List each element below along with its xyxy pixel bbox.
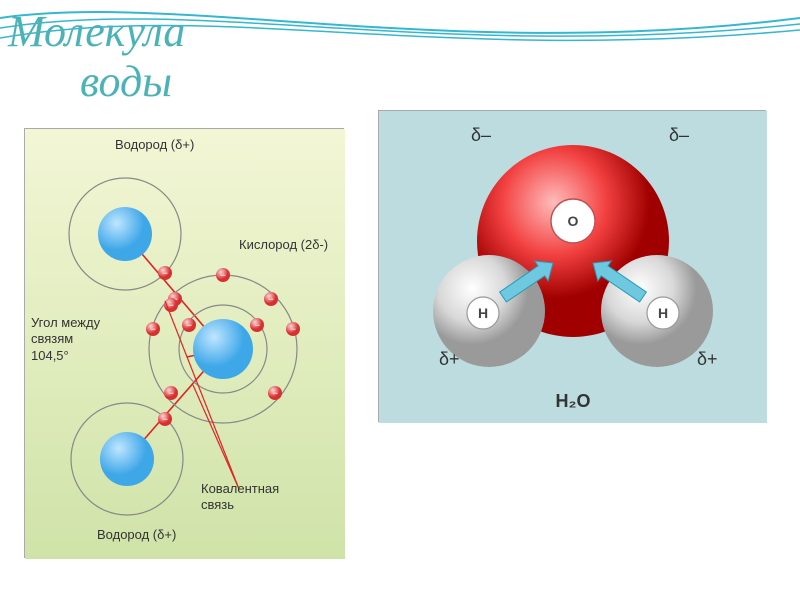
svg-text:−: − [162,269,168,280]
delta-plus-right: δ+ [697,349,718,369]
formula-label: H₂O [556,391,591,411]
svg-text:−: − [268,295,274,306]
bohr-model-panel: −−−−−−−−−−−− Водород (δ+) Кислород (2δ-)… [24,128,344,558]
h1-nucleus [98,207,152,261]
svg-text:−: − [254,321,260,332]
svg-text:−: − [168,389,174,400]
dipole-model-svg: O H H δ– δ– δ+ δ+ H₂O [379,111,767,423]
page-title-line1: Молекула [8,6,185,57]
svg-text:−: − [162,415,168,426]
delta-plus-left: δ+ [439,349,460,369]
label-oxygen: Кислород (2δ-) [239,237,328,252]
o-nucleus [193,319,253,379]
hydrogen-left-label: H [478,305,488,321]
oxygen-label: O [568,213,579,229]
dipole-model-panel: O H H δ– δ– δ+ δ+ H₂O [378,110,766,422]
delta-minus-right: δ– [669,125,689,145]
delta-minus-left: δ– [471,125,491,145]
svg-text:−: − [186,321,192,332]
label-hydrogen-bottom: Водород (δ+) [97,527,176,542]
label-angle: Угол между связям 104,5° [31,315,100,364]
svg-text:−: − [272,389,278,400]
h2-nucleus [100,432,154,486]
label-hydrogen-top: Водород (δ+) [115,137,194,152]
svg-text:−: − [150,325,156,336]
svg-text:−: − [220,271,226,282]
page-title-line2: воды [80,56,172,107]
label-covalent: Ковалентная связь [201,481,279,514]
hydrogen-right-label: H [658,305,668,321]
svg-text:−: − [290,325,296,336]
